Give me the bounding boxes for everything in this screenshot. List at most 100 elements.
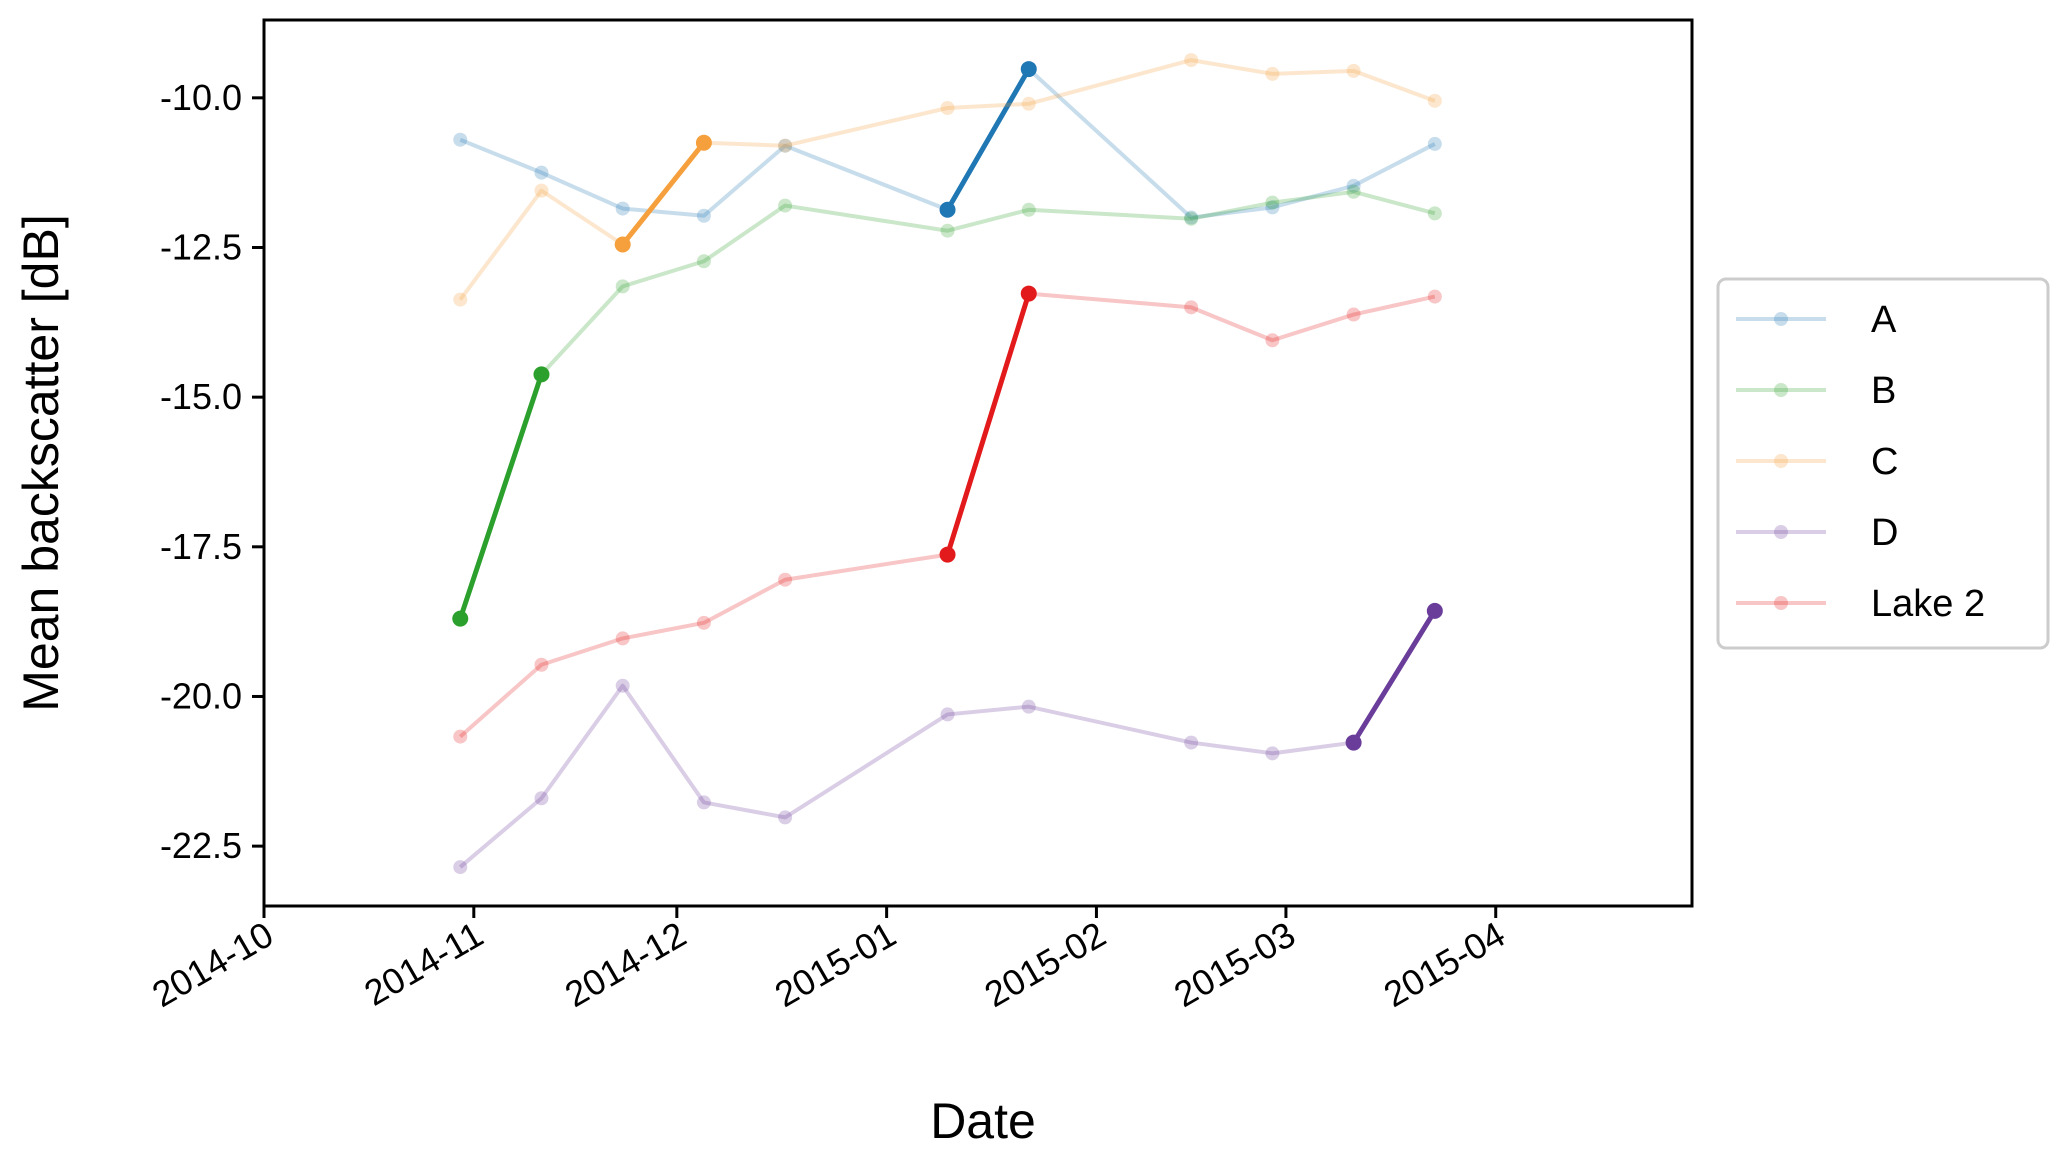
data-point	[1427, 289, 1442, 304]
highlight-point	[533, 366, 550, 383]
data-point	[1427, 93, 1442, 108]
data-point	[1184, 735, 1199, 750]
data-point	[1184, 300, 1199, 315]
series-line	[459, 67, 1436, 220]
legend-item: Lake 2	[1736, 583, 1985, 625]
data-point	[1021, 699, 1036, 714]
legend-label: C	[1871, 441, 1898, 483]
highlight-point	[939, 201, 956, 218]
data-point	[453, 729, 468, 744]
highlight-point	[452, 610, 469, 627]
legend-label: Lake 2	[1871, 583, 1985, 625]
x-tick-label: 2014-10	[145, 913, 280, 1015]
data-point	[615, 678, 630, 693]
highlight-segment	[620, 140, 707, 247]
data-point	[778, 138, 793, 153]
data-point	[615, 201, 630, 216]
y-tick-label: -22.5	[160, 825, 242, 866]
data-point	[534, 791, 549, 806]
data-point	[940, 223, 955, 238]
highlight-point	[1020, 61, 1037, 78]
series-line	[458, 291, 1436, 739]
data-point	[1265, 66, 1280, 81]
data-point	[940, 707, 955, 722]
legend-item: B	[1736, 370, 1896, 412]
data-point	[1427, 206, 1442, 221]
legend-item: A	[1736, 299, 1897, 341]
data-point	[1021, 202, 1036, 217]
data-point	[778, 572, 793, 587]
highlight-segment	[1351, 608, 1438, 746]
series-line	[458, 609, 1437, 869]
data-point	[940, 101, 955, 116]
legend-label: B	[1871, 370, 1896, 412]
x-axis-title: Date	[930, 1093, 1036, 1149]
y-tick-label: -12.5	[160, 226, 242, 267]
series-c	[453, 53, 1442, 307]
highlight-point	[1426, 602, 1443, 619]
data-point	[1346, 307, 1361, 322]
data-point	[1184, 210, 1199, 225]
x-tick-label: 2014-12	[558, 913, 693, 1015]
y-axis: -10.0 -12.5 -15.0 -17.5 -20.0 -22.5	[160, 77, 264, 866]
data-point	[534, 165, 549, 180]
data-point	[453, 292, 468, 307]
legend-swatch-marker	[1774, 454, 1788, 468]
x-tick-label: 2015-04	[1377, 913, 1512, 1015]
highlight-segment	[457, 371, 544, 622]
x-tick-label: 2015-01	[768, 913, 903, 1015]
y-axis-title: Mean backscatter [dB]	[13, 214, 69, 711]
data-point	[1265, 200, 1280, 215]
data-point	[453, 860, 468, 875]
legend-item: D	[1736, 512, 1898, 554]
legend-label: A	[1871, 299, 1897, 341]
series-layer	[452, 53, 1443, 875]
data-point	[1346, 184, 1361, 199]
highlight-point	[695, 134, 712, 151]
x-axis: 2014-10 2014-11 2014-12 2015-01 2015-02 2015-…	[145, 906, 1512, 1015]
data-point	[1184, 53, 1199, 68]
data-point	[1265, 195, 1280, 210]
series-b	[452, 184, 1442, 627]
data-point	[1184, 211, 1199, 226]
data-point	[778, 198, 793, 213]
series-line	[458, 189, 1436, 620]
series-d	[453, 602, 1443, 875]
series-line	[458, 58, 1436, 301]
legend-swatch-marker	[1774, 596, 1788, 610]
highlight-segment	[945, 66, 1032, 213]
y-tick-label: -10.0	[160, 77, 242, 118]
data-point	[696, 254, 711, 269]
x-tick-label: 2015-03	[1167, 913, 1302, 1015]
highlight-point	[1345, 734, 1362, 751]
legend-swatch-marker	[1774, 312, 1788, 326]
data-point	[453, 132, 468, 147]
series-a	[453, 61, 1442, 225]
data-point	[778, 138, 793, 153]
data-point	[1346, 63, 1361, 78]
data-point	[1265, 746, 1280, 761]
series-lake-2	[453, 285, 1442, 744]
y-tick-label: -20.0	[160, 675, 242, 716]
x-tick-label: 2014-11	[357, 913, 490, 1013]
y-tick-label: -17.5	[160, 526, 242, 567]
highlight-point	[614, 236, 631, 253]
legend-label: D	[1871, 512, 1898, 554]
data-point	[778, 810, 793, 825]
data-point	[696, 615, 711, 630]
data-point	[615, 279, 630, 294]
y-tick-label: -15.0	[160, 376, 242, 417]
data-point	[534, 183, 549, 198]
legend-item: C	[1736, 441, 1898, 483]
highlight-segment	[945, 291, 1032, 558]
plot-frame	[262, 18, 1694, 908]
legend-box	[1716, 277, 2050, 650]
highlight-point	[939, 546, 956, 563]
data-point	[1265, 333, 1280, 348]
data-point	[696, 208, 711, 223]
data-point	[1021, 96, 1036, 111]
legend-swatch-marker	[1774, 383, 1788, 397]
data-point	[1346, 178, 1361, 193]
